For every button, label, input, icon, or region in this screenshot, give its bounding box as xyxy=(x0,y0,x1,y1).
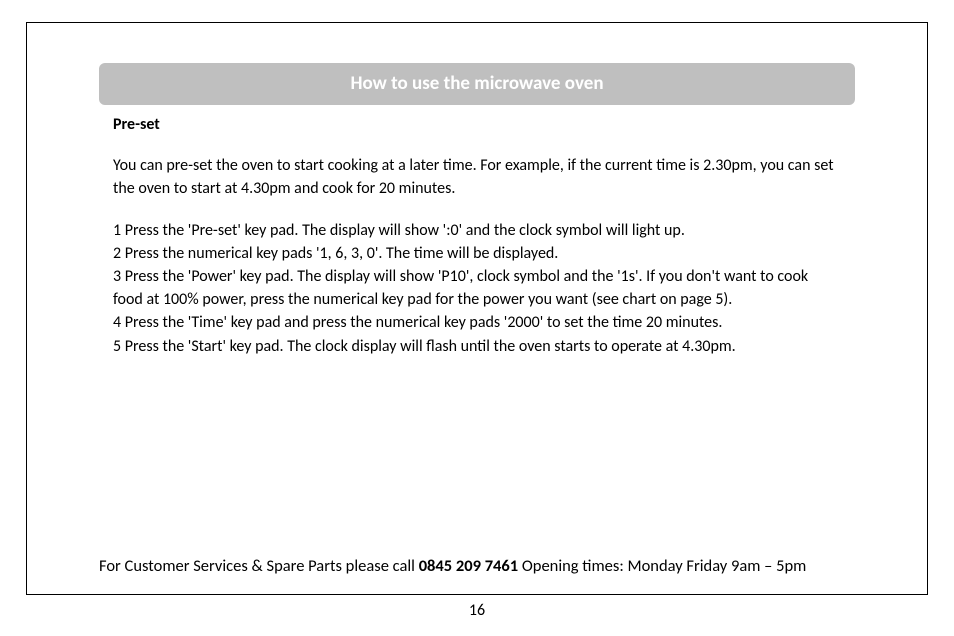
intro-paragraph: You can pre-set the oven to start cookin… xyxy=(113,154,841,200)
steps-list: 1 Press the 'Pre-set' key pad. The displ… xyxy=(113,219,841,358)
step-item: 3 Press the 'Power' key pad. The display… xyxy=(113,265,841,311)
step-item: 2 Press the numerical key pads '1, 6, 3,… xyxy=(113,242,841,265)
footer-suffix: Opening times: Monday Friday 9am – 5pm xyxy=(518,556,806,576)
page-frame: How to use the microwave oven Pre-set Yo… xyxy=(26,22,928,595)
step-item: 5 Press the 'Start' key pad. The clock d… xyxy=(113,335,841,358)
footer-prefix: For Customer Services & Spare Parts plea… xyxy=(99,556,419,576)
step-item: 4 Press the 'Time' key pad and press the… xyxy=(113,311,841,334)
title-banner: How to use the microwave oven xyxy=(99,63,855,105)
footer-phone: 0845 209 7461 xyxy=(419,556,518,576)
step-item: 1 Press the 'Pre-set' key pad. The displ… xyxy=(113,219,841,242)
content-block: Pre-set You can pre-set the oven to star… xyxy=(99,113,855,556)
page-number: 16 xyxy=(26,601,928,620)
section-heading: Pre-set xyxy=(113,113,841,136)
footer-line: For Customer Services & Spare Parts plea… xyxy=(99,556,855,584)
